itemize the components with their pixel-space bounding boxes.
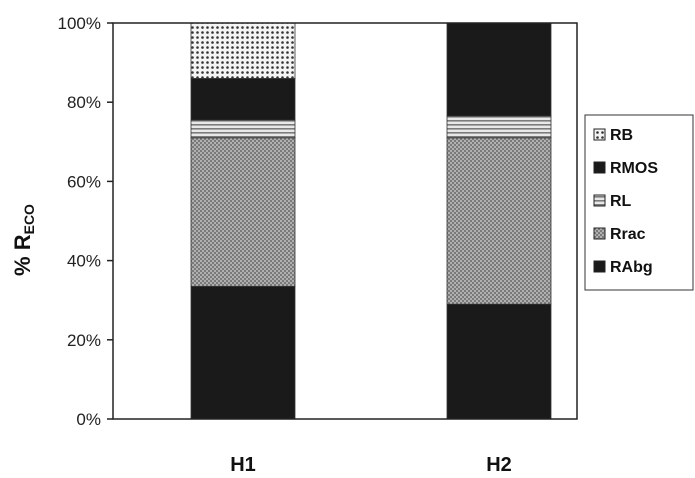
bar-segment-rl-h1 — [190, 119, 296, 139]
y-axis-ticks: 0% 20% 40% 60% 80% 100% — [58, 14, 113, 429]
bar-segment-rabg-h2 — [446, 303, 552, 420]
legend-label-rrac: Rrac — [610, 226, 646, 243]
legend-label-rabg: RAbg — [610, 259, 653, 276]
y-tick-label: 40% — [67, 252, 101, 271]
y-axis-label-subscript: ECO — [21, 204, 37, 234]
legend-swatch-rb — [593, 128, 606, 141]
legend: RB RMOS RL Rrac RAbg — [584, 114, 694, 291]
bar-segment-rl-h2 — [446, 115, 552, 139]
y-tick-label: 80% — [67, 93, 101, 112]
y-axis-label-main: % R — [10, 234, 35, 276]
bar-segment-rmos-h2 — [446, 22, 552, 117]
bar-segment-rabg-h1 — [190, 285, 296, 420]
bar-segment-rrac-h2 — [446, 137, 552, 305]
y-axis-label: % RECO — [10, 204, 37, 276]
x-category-label-h2: H2 — [486, 454, 512, 476]
legend-label-rmos: RMOS — [610, 160, 658, 177]
legend-swatch-rl — [593, 194, 606, 207]
legend-swatch-rabg — [593, 260, 606, 273]
y-tick-label: 20% — [67, 331, 101, 350]
legend-label-rl: RL — [610, 193, 632, 210]
svg-text:% RECO: % RECO — [10, 204, 37, 276]
x-category-label-h1: H1 — [230, 454, 256, 476]
bars — [190, 22, 552, 420]
y-tick-label: 100% — [58, 14, 101, 33]
plot-area-frame — [112, 22, 578, 420]
x-axis-category-labels: H1 H2 — [230, 454, 512, 476]
y-tick-label: 60% — [67, 172, 101, 191]
bar-segment-rb-h1 — [190, 22, 296, 79]
legend-swatch-rrac — [593, 227, 606, 240]
bar-segment-rmos-h1 — [190, 78, 296, 121]
bar-segment-rrac-h1 — [190, 137, 296, 287]
legend-swatch-rmos — [593, 161, 606, 174]
legend-label-rb: RB — [610, 127, 633, 144]
y-tick-label: 0% — [76, 410, 101, 429]
